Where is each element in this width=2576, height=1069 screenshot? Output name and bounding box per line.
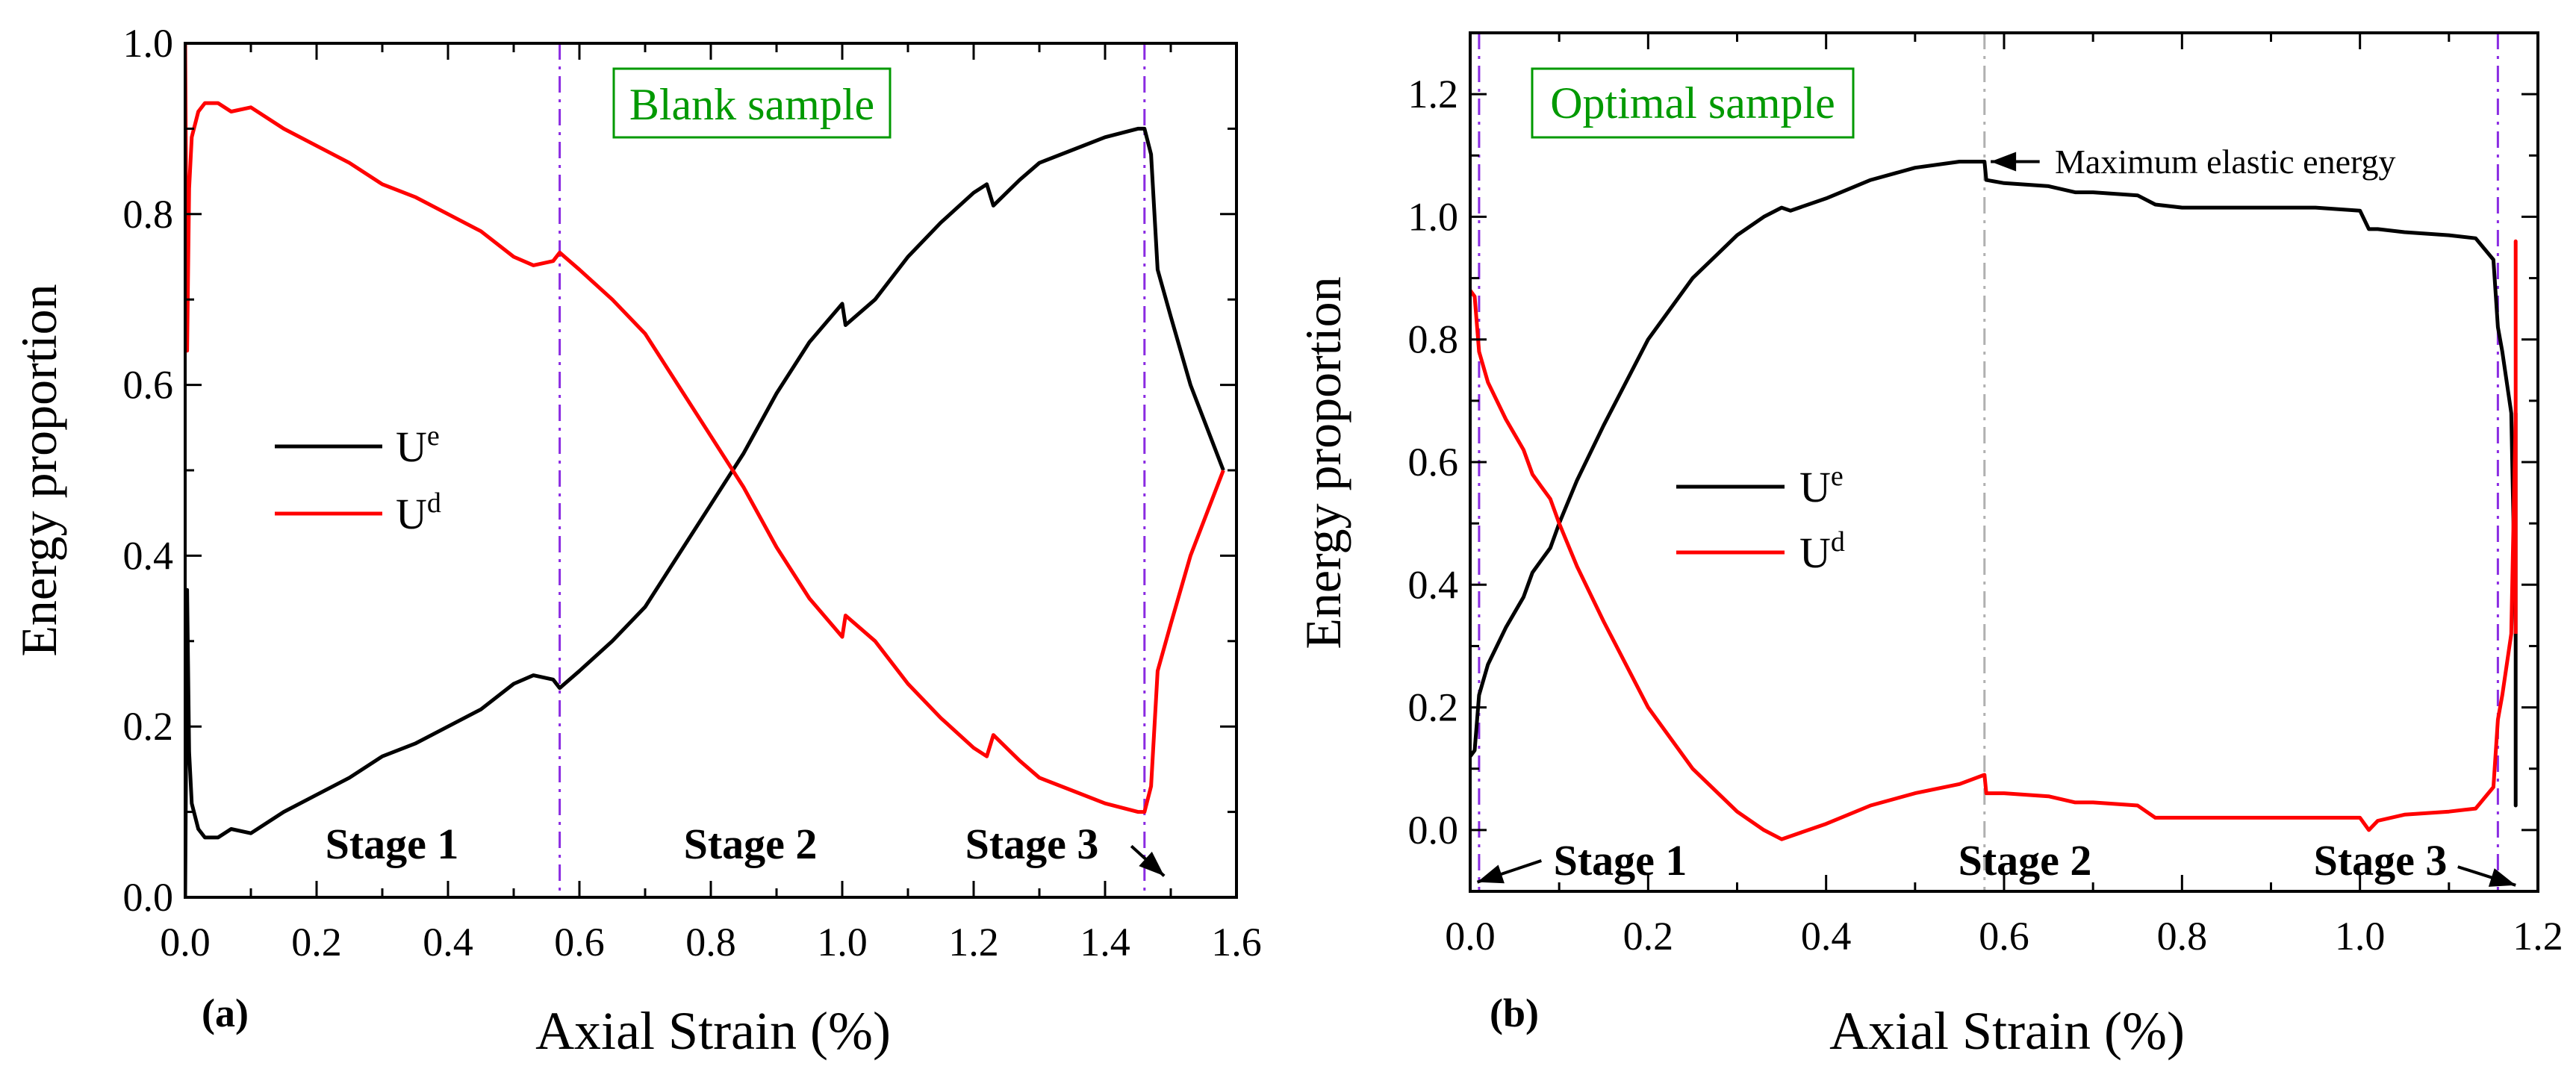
- x-tick-labels-b: 0.0 0.2 0.4 0.6 0.8 1.0 1.2: [1445, 914, 2563, 959]
- y-tick-labels-a: 0.0 0.2 0.4 0.6 0.8 1.0: [123, 21, 174, 920]
- x-axis-label: Axial Strain (%): [1829, 1001, 2185, 1061]
- x-tick-label: 0.2: [1623, 914, 1674, 959]
- x-tick-label: 0.6: [1979, 914, 2029, 959]
- axis-ticks-a: [184, 42, 1238, 899]
- panel-label: (a): [202, 991, 249, 1035]
- stage-2-label: Stage 2: [684, 820, 818, 868]
- y-tick-label: 0.0: [123, 875, 174, 920]
- annotation-arrows-b: [1476, 152, 2516, 887]
- max-elastic-energy-annotation: Maximum elastic energy: [2055, 143, 2395, 181]
- legend-ud-sup: d: [427, 487, 441, 519]
- series-line-ud: [185, 43, 1225, 814]
- legend-ud-base: U: [396, 490, 427, 538]
- y-tick-labels-b: 0.0 0.2 0.4 0.6 0.8 1.0 1.2: [1408, 72, 1459, 853]
- title-box: Blank sample: [629, 80, 874, 129]
- x-tick-label: 0.4: [423, 920, 473, 964]
- y-tick-label: 0.8: [123, 192, 174, 237]
- x-tick-label: 0.0: [1445, 914, 1496, 959]
- x-tick-label: 0.2: [291, 920, 342, 964]
- arrow-head: [1477, 864, 1505, 884]
- x-tick-label: 1.2: [948, 920, 999, 964]
- x-tick-label: 1.2: [2513, 914, 2563, 959]
- series-line-ud: [1470, 239, 2518, 841]
- stage-2-label: Stage 2: [1959, 836, 2092, 885]
- series-lines-a: [185, 43, 1225, 897]
- y-tick-label: 0.0: [1408, 808, 1459, 853]
- y-tick-label: 0.6: [1408, 440, 1459, 484]
- title-box-frame: [612, 67, 892, 139]
- y-tick-label: 1.0: [1408, 194, 1459, 239]
- title-box-frame: [1531, 67, 1855, 139]
- chart-panel-a: 0.0 0.2 0.4 0.6 0.8 1.0 1.2 1.4 1.6 0.0 0.2 0.4 0.6…: [10, 21, 1262, 1061]
- y-tick-label: 1.2: [1408, 72, 1459, 116]
- x-axis-label: Axial Strain (%): [535, 1001, 891, 1061]
- legend-ue-base: U: [1799, 463, 1831, 511]
- legend-ue-sup: e: [1831, 461, 1844, 492]
- legend-entry-ud: Ud: [1799, 526, 1845, 577]
- x-tick-labels-a: 0.0 0.2 0.4 0.6 0.8 1.0 1.2 1.4 1.6: [160, 920, 1262, 964]
- stage-3-label: Stage 3: [965, 820, 1099, 868]
- legend-entry-ue: Ue: [396, 420, 440, 471]
- series-lines-b: [1470, 160, 2518, 841]
- stage-1-label: Stage 1: [1554, 836, 1687, 885]
- arrow-head: [1139, 851, 1165, 876]
- legend-ue-sup: e: [427, 420, 440, 452]
- x-tick-label: 1.6: [1211, 920, 1262, 964]
- x-tick-label: 0.0: [160, 920, 211, 964]
- axis-ticks-b: [1469, 33, 2539, 893]
- annotation-arrows-a: [1130, 844, 1166, 877]
- x-tick-label: 1.0: [2335, 914, 2386, 959]
- legend-b: Ue Ud: [1676, 461, 1845, 577]
- series-line-ue: [1470, 160, 2518, 808]
- chart-panel-b: 0.0 0.2 0.4 0.6 0.8 1.0 1.2 0.0 0.2 0.4 0.6 0.8 1.0…: [1295, 31, 2563, 1061]
- y-tick-label: 0.8: [1408, 317, 1459, 362]
- arrow-head: [2488, 868, 2516, 887]
- y-axis-label: Energy proportion: [1295, 276, 1351, 649]
- y-tick-label: 0.2: [123, 704, 174, 749]
- legend-a: Ue Ud: [275, 420, 441, 538]
- stage-1-label: Stage 1: [326, 820, 459, 868]
- y-tick-label: 1.0: [123, 21, 174, 66]
- x-tick-label: 0.4: [1801, 914, 1852, 959]
- y-tick-label: 0.4: [123, 533, 174, 578]
- stage-3-label: Stage 3: [2314, 836, 2448, 885]
- series-line-ue: [185, 126, 1225, 897]
- x-tick-label: 0.6: [554, 920, 605, 964]
- y-axis-label: Energy proportion: [10, 284, 67, 656]
- x-tick-label: 1.0: [817, 920, 868, 964]
- x-tick-label: 1.4: [1080, 920, 1130, 964]
- legend-ud-sup: d: [1831, 526, 1845, 558]
- x-tick-label: 0.8: [685, 920, 736, 964]
- y-tick-label: 0.4: [1408, 562, 1459, 607]
- panel-label: (b): [1490, 991, 1539, 1035]
- legend-entry-ue: Ue: [1799, 461, 1844, 511]
- x-tick-label: 0.8: [2157, 914, 2208, 959]
- y-tick-label: 0.6: [123, 363, 174, 408]
- legend-entry-ud: Ud: [396, 487, 441, 538]
- legend-ue-base: U: [396, 423, 427, 471]
- y-tick-label: 0.2: [1408, 685, 1459, 730]
- arrow-head: [1991, 152, 2017, 172]
- stage-divider-lines-a: [559, 43, 1146, 897]
- legend-ud-base: U: [1799, 529, 1831, 577]
- title-box: Optimal sample: [1550, 78, 1835, 128]
